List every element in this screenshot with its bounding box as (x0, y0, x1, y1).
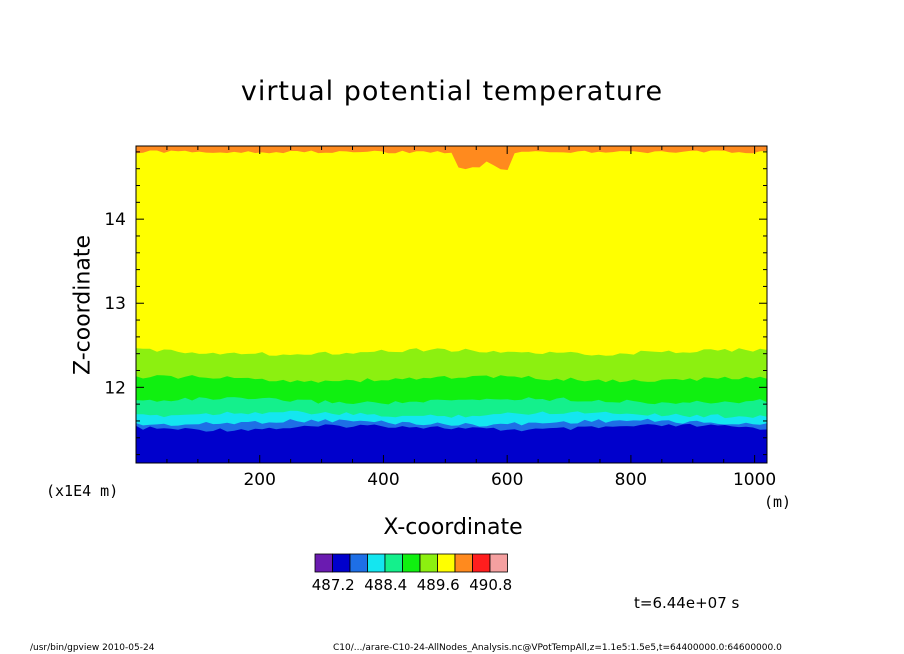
colorbar-box (489, 553, 508, 573)
footer-left: /usr/bin/gpview 2010-05-24 (30, 643, 155, 653)
colorbar-box (419, 553, 438, 573)
y-axis-label: Z-coordinate (70, 235, 96, 375)
colorbar-box (472, 553, 491, 573)
footer-right: C10/.../arare-C10-24-AllNodes_Analysis.n… (333, 643, 782, 653)
colorbar-box (349, 553, 368, 573)
colorbar-box (402, 553, 421, 573)
x-axis-label: X-coordinate (0, 515, 904, 540)
plot-frame (135, 145, 768, 464)
colorbar-label: 489.6 (417, 576, 460, 594)
x-tick-label: 400 (367, 470, 399, 490)
heatmap-bands (136, 146, 767, 463)
x-tick-label: 200 (243, 470, 275, 490)
y-tick-label: 12 (104, 378, 126, 398)
colorbar-box (437, 553, 456, 573)
heatmap-band (136, 423, 767, 463)
y-tick-label: 13 (104, 294, 126, 314)
x-tick-label: 600 (491, 470, 523, 490)
colorbar-label: 487.2 (312, 576, 355, 594)
colorbar-label: 488.4 (364, 576, 407, 594)
colorbar-box (314, 553, 333, 573)
colorbar-box (384, 553, 403, 573)
x-tick-label: 800 (615, 470, 647, 490)
colorbar-label: 490.8 (469, 576, 512, 594)
x-axis-unit: (m) (764, 493, 792, 511)
colorbar-box (454, 553, 473, 573)
y-axis-scale-factor: (x1E4 m) (46, 482, 119, 500)
colorbar-box (332, 553, 351, 573)
colorbar-box (367, 553, 386, 573)
y-tick-label: 14 (104, 210, 126, 230)
x-tick-label: 1000 (733, 470, 776, 490)
chart-title: virtual potential temperature (240, 76, 664, 107)
x-axis-label-text: X-coordinate (383, 515, 523, 540)
time-label: t=6.44e+07 s (634, 594, 740, 612)
